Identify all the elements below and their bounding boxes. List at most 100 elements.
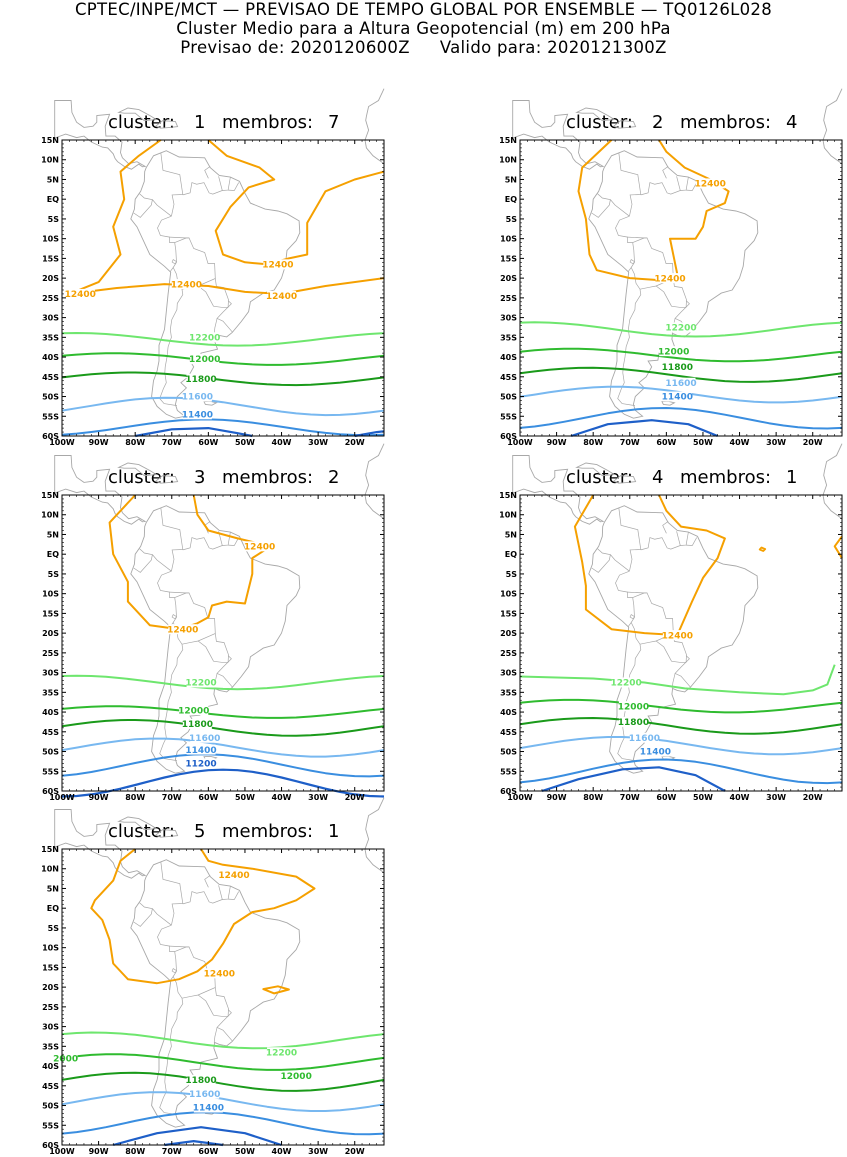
contour-11200 [112, 1126, 282, 1147]
contour-label: 11800 [182, 720, 213, 730]
contour-label-bg [666, 322, 696, 333]
forecast-valid-label: Valido para: 2020121300Z [439, 38, 667, 57]
country-border [591, 193, 611, 218]
contour-label: 11800 [185, 1076, 216, 1086]
cluster-label: cluster: [566, 112, 633, 133]
lon-label: 60W [656, 438, 676, 447]
lon-label: 90W [89, 438, 109, 447]
country-border [159, 267, 184, 406]
coastline [154, 475, 179, 484]
panel-title: cluster: 5 membros: 1 [22, 821, 422, 847]
country-border [152, 199, 172, 217]
lat-label: 50S [42, 393, 59, 402]
country-border [674, 655, 691, 688]
contour-12400 [577, 139, 730, 282]
contour-label-bg [618, 716, 648, 727]
lat-label: 55S [500, 767, 517, 776]
lat-label: 40S [42, 708, 59, 717]
panel-title: cluster: 3 membros: 2 [22, 467, 422, 493]
contour-11800 [61, 371, 385, 387]
lat-label: 55S [500, 412, 517, 421]
lat-label: 25S [42, 294, 59, 303]
contour-11800 [519, 366, 843, 383]
lon-label: 50W [235, 1147, 255, 1156]
lon-label: 20W [345, 1147, 365, 1156]
country-border [610, 199, 630, 217]
cluster-label: cluster: [108, 467, 175, 488]
cluster-panel-4: cluster: 4 membros: 1 12400 12200 12000 118… [480, 443, 847, 802]
contour-label-bg [267, 1047, 297, 1058]
country-border [133, 902, 153, 927]
contour-label-bg [65, 288, 95, 299]
contour-12400 [90, 848, 316, 985]
header-line-1: CPTEC/INPE/MCT — PREVISAO DE TEMPO GLOBA… [74, 0, 773, 19]
members-label: membros: [680, 467, 772, 488]
contour-label: 11200 [185, 760, 216, 770]
contour-label: 12400 [204, 970, 235, 980]
contour-11600 [61, 1091, 385, 1112]
contour-label: 11400 [640, 748, 671, 758]
lat-label: 45S [500, 373, 517, 382]
lat-label: 15S [500, 609, 517, 618]
lat-label: 50S [500, 393, 517, 402]
lon-label: 80W [125, 1147, 145, 1156]
lon-label: 20W [345, 438, 365, 447]
map-frame [61, 494, 385, 792]
country-border [159, 622, 184, 761]
lat-label: 30S [42, 1023, 59, 1032]
lat-label: 45S [42, 1082, 59, 1091]
forecast-init-label: Previsao de: 2020120600Z [180, 38, 410, 57]
lat-label: 10N [41, 865, 59, 874]
lon-label: 50W [693, 793, 713, 802]
contour-12400 [573, 494, 726, 637]
lon-label: 30W [308, 793, 328, 802]
contour-label: 12400 [266, 292, 297, 302]
contour-label: 12400 [171, 280, 202, 290]
contour-12400 [758, 546, 767, 552]
lon-label: 20W [345, 793, 365, 802]
country-border [213, 318, 218, 334]
contour-label: 12000 [618, 702, 649, 712]
lat-label: 55S [42, 1121, 59, 1130]
lat-label: 5S [48, 215, 60, 224]
lat-label: 20S [500, 274, 517, 283]
header-line-3: Previsao de: 2020120600Z Valido para: 202… [0, 38, 847, 58]
lon-label: 30W [766, 793, 786, 802]
contour-11800 [519, 717, 843, 735]
lat-label: 15S [42, 963, 59, 972]
contour-label: 12200 [610, 679, 641, 689]
country-border [222, 177, 231, 191]
country-border [174, 592, 216, 645]
panel-title: cluster: 2 membros: 4 [480, 112, 847, 138]
lat-label: 60S [500, 432, 517, 441]
lon-label: 50W [235, 793, 255, 802]
lat-label: 15N [499, 136, 517, 145]
country-border [152, 908, 172, 926]
contour-label: 12200 [189, 334, 220, 344]
lon-label: 80W [583, 793, 603, 802]
cluster-label: cluster: [566, 467, 633, 488]
lat-label: EQ [47, 195, 59, 204]
country-border [152, 554, 172, 572]
cluster-panel-2: cluster: 2 membros: 4 12400 12400 12200 120… [480, 88, 847, 447]
lon-label: 20W [803, 793, 823, 802]
lat-label: EQ [505, 550, 517, 559]
coastline [154, 120, 179, 129]
coastline [117, 816, 158, 831]
lat-label: 45S [42, 728, 59, 737]
country-border [228, 537, 240, 546]
country-border [182, 885, 223, 905]
lat-label: 60S [42, 787, 59, 796]
country-border [169, 236, 189, 239]
contour-label: 11600 [189, 1090, 220, 1100]
cluster-panel-1: cluster: 1 membros: 7 12400 12400 12400 124… [22, 88, 422, 447]
country-border [133, 548, 153, 573]
contour-label: 12400 [65, 290, 96, 300]
lat-label: 5S [48, 570, 60, 579]
country-border [216, 1009, 233, 1042]
lat-label: 15S [500, 254, 517, 263]
contour-label-bg [281, 1070, 311, 1081]
lat-label: 10N [41, 156, 59, 165]
lat-label: 25S [500, 649, 517, 658]
lat-label: 60S [42, 1141, 59, 1150]
